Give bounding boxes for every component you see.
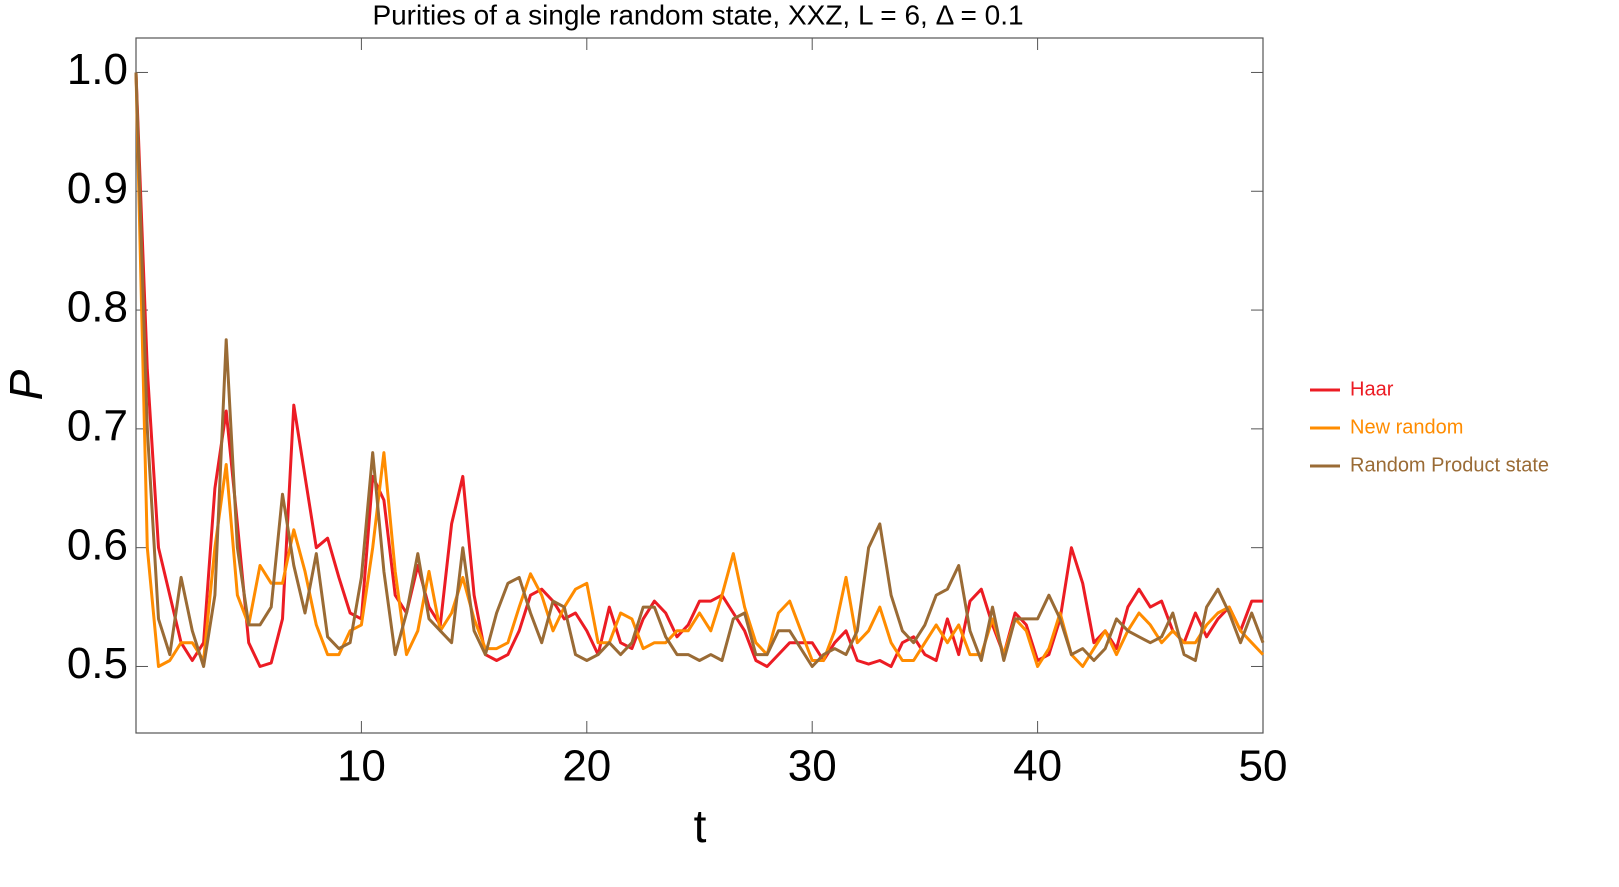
x-axis-label: t xyxy=(694,800,707,852)
y-axis-label: P xyxy=(0,369,52,400)
legend-label: Haar xyxy=(1350,378,1394,400)
x-tick-label: 30 xyxy=(788,742,837,791)
chart-title: Purities of a single random state, XXZ, … xyxy=(372,0,1023,30)
y-tick-label: 0.5 xyxy=(67,639,128,688)
line-series xyxy=(134,72,1265,668)
y-tick-label: 0.9 xyxy=(67,164,128,213)
y-tick-label: 0.7 xyxy=(67,401,128,450)
legend-label: Random Product state xyxy=(1350,454,1549,476)
line-series xyxy=(134,72,1263,668)
x-tick-label: 40 xyxy=(1013,742,1062,791)
legend-label: New random xyxy=(1350,416,1463,438)
x-tick-label: 20 xyxy=(562,742,611,791)
x-tick-label: 50 xyxy=(1239,742,1288,791)
plot-frame xyxy=(135,37,1264,734)
line-series xyxy=(134,72,1265,668)
y-tick-label: 0.8 xyxy=(67,283,128,332)
y-tick-label: 0.6 xyxy=(67,520,128,569)
y-tick-label: 1.0 xyxy=(67,45,128,94)
x-tick-label: 10 xyxy=(337,742,386,791)
